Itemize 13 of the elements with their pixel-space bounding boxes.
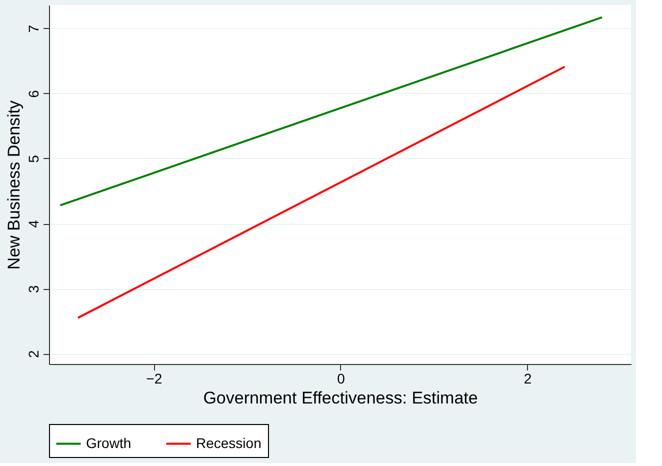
x-axis-title: Government Effectiveness: Estimate [203,388,478,408]
y-tick-label: 2 [26,350,42,358]
y-tick-label: 3 [26,284,42,293]
y-tick-label: 5 [26,154,42,163]
y-axis-title: New Business Density [4,100,24,270]
y-tick-label: 7 [26,24,42,33]
legend-label: Growth [86,434,132,451]
y-tick-label: 4 [26,220,42,228]
x-tick-label: 2 [524,370,532,386]
x-tick-label: 0 [337,370,346,386]
legend-label: Recession [196,434,262,451]
x-tick-label: −2 [146,370,162,386]
y-tick-label: 6 [26,90,42,98]
